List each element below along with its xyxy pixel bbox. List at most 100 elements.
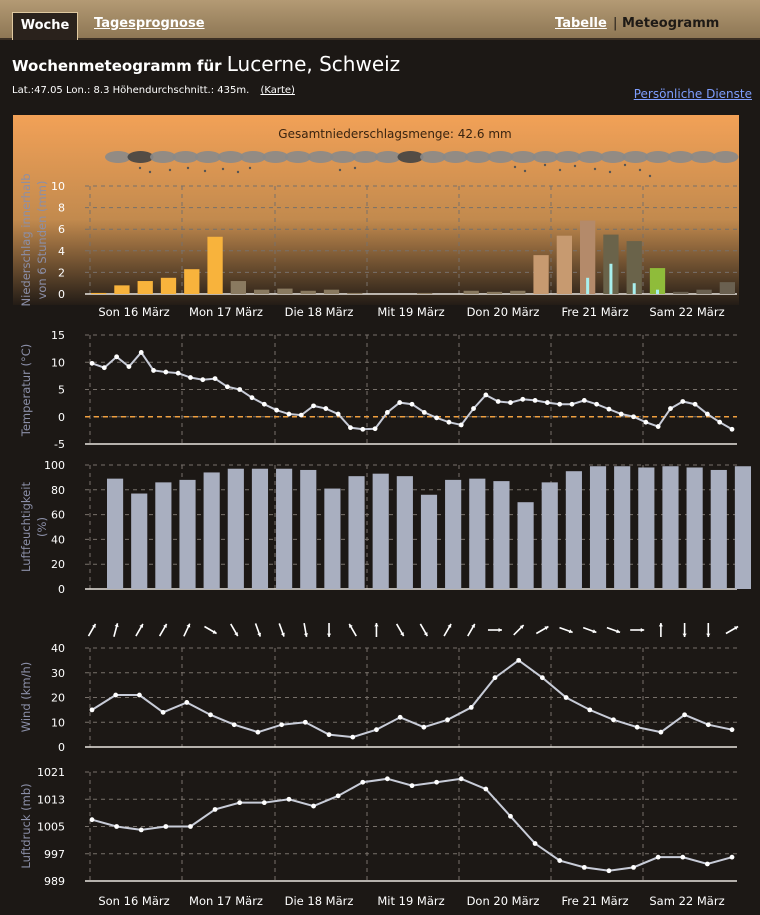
data-point xyxy=(668,406,673,411)
y-tick-label: 80 xyxy=(51,484,65,497)
cloud-icon xyxy=(600,151,626,163)
rain-drop-icon xyxy=(138,166,142,170)
humidity-bar xyxy=(638,467,655,589)
rain-drop-icon xyxy=(148,170,152,174)
data-point xyxy=(611,717,616,723)
tab-tabelle[interactable]: Tabelle xyxy=(555,16,607,31)
data-point xyxy=(89,707,95,713)
wind-arrow-head xyxy=(706,633,711,637)
data-point xyxy=(421,409,427,415)
data-point xyxy=(692,401,698,407)
wind-arrow-head xyxy=(616,629,621,634)
y-tick-label: 0 xyxy=(58,583,65,596)
y-axis-title: Luftdruck (mb) xyxy=(19,783,33,868)
wind-arrow-head xyxy=(303,633,308,637)
data-point xyxy=(492,675,498,681)
y-tick-label: 30 xyxy=(51,667,65,680)
cloud-icon xyxy=(667,151,694,163)
precip-bar xyxy=(277,288,293,294)
data-point xyxy=(384,776,390,782)
y-tick-label: 5 xyxy=(58,384,65,397)
y-axis-title: Temperatur (°C) xyxy=(19,344,33,437)
tab-tagesprognose[interactable]: Tagesprognose xyxy=(94,16,205,31)
day-label: Sam 22 März xyxy=(649,305,724,319)
title-city: Lucerne, Schweiz xyxy=(226,52,401,76)
cloud-icon xyxy=(532,151,559,163)
cloud-icon xyxy=(487,151,514,163)
data-point xyxy=(434,779,440,785)
tab-separator: | xyxy=(613,16,618,31)
data-point xyxy=(458,422,464,428)
humidity-bar xyxy=(614,466,631,589)
cloud-icon xyxy=(555,151,581,163)
cloud-strip xyxy=(105,151,739,178)
day-label: Die 18 März xyxy=(285,305,354,319)
data-point xyxy=(114,354,120,360)
y-tick-label: 6 xyxy=(58,223,65,236)
wind-arrow-head xyxy=(568,629,573,634)
cloud-icon xyxy=(307,151,334,163)
wind-arrow-head xyxy=(592,629,597,634)
cloud-icon xyxy=(420,151,446,163)
tab-woche[interactable]: Woche xyxy=(12,12,78,40)
data-point xyxy=(311,403,316,409)
y-tick-label: 40 xyxy=(51,642,65,655)
data-point xyxy=(704,411,710,417)
y-axis-title: Luftfeuchtigkeit xyxy=(19,482,33,572)
humidity-bar xyxy=(276,468,293,589)
precip-bar xyxy=(137,281,153,294)
cloud-icon xyxy=(712,151,739,163)
data-point xyxy=(212,807,218,812)
data-point xyxy=(184,700,190,705)
humidity-bar xyxy=(565,471,582,589)
data-point xyxy=(569,401,575,407)
precip-bar xyxy=(719,282,735,294)
precip-bar xyxy=(580,220,596,294)
rain-drop-icon xyxy=(523,169,527,173)
rain-drop-icon xyxy=(648,174,652,178)
rain-drop-icon xyxy=(248,166,252,170)
precip-bar xyxy=(184,269,200,294)
precip-bar xyxy=(626,241,642,294)
y-tick-label: 0 xyxy=(58,741,65,754)
data-point xyxy=(468,705,474,710)
data-point xyxy=(261,401,267,407)
wind-arrow-head xyxy=(186,623,191,628)
data-point xyxy=(544,400,550,405)
y-tick-label: 20 xyxy=(51,692,65,705)
data-point xyxy=(323,406,329,411)
humidity-bar xyxy=(324,488,341,589)
data-point xyxy=(175,370,181,376)
data-point xyxy=(717,419,723,425)
rain-drop-icon xyxy=(236,170,240,174)
cloud-icon xyxy=(285,151,311,163)
wind-arrow-head xyxy=(163,623,167,628)
cloud-icon xyxy=(150,151,176,163)
cloud-icon xyxy=(240,151,266,163)
y-tick-label: 60 xyxy=(51,509,65,522)
data-point xyxy=(114,824,120,829)
data-point xyxy=(631,414,636,420)
data-point xyxy=(335,411,341,417)
persoenliche-dienste-link[interactable]: Persönliche Dienste xyxy=(633,87,752,101)
data-point xyxy=(188,824,193,829)
data-point xyxy=(680,854,686,860)
data-point xyxy=(471,406,476,411)
cloud-icon xyxy=(465,151,491,163)
data-point xyxy=(618,411,624,417)
humidity-bar xyxy=(300,469,317,589)
series-line xyxy=(91,777,733,872)
data-point xyxy=(137,692,142,698)
y-tick-label: 997 xyxy=(44,848,65,861)
rain-drop-icon xyxy=(168,168,172,172)
rain-drop-icon xyxy=(543,163,547,167)
y-tick-label: 15 xyxy=(51,329,65,342)
wind-arrow-head xyxy=(326,633,332,637)
wind-arrow-head xyxy=(257,632,262,637)
karte-link[interactable]: (Karte) xyxy=(260,85,295,96)
precip-bar xyxy=(160,277,177,294)
data-point xyxy=(286,411,292,417)
data-point xyxy=(326,732,332,738)
cloud-icon xyxy=(397,151,424,163)
humidity-bar xyxy=(251,468,269,589)
